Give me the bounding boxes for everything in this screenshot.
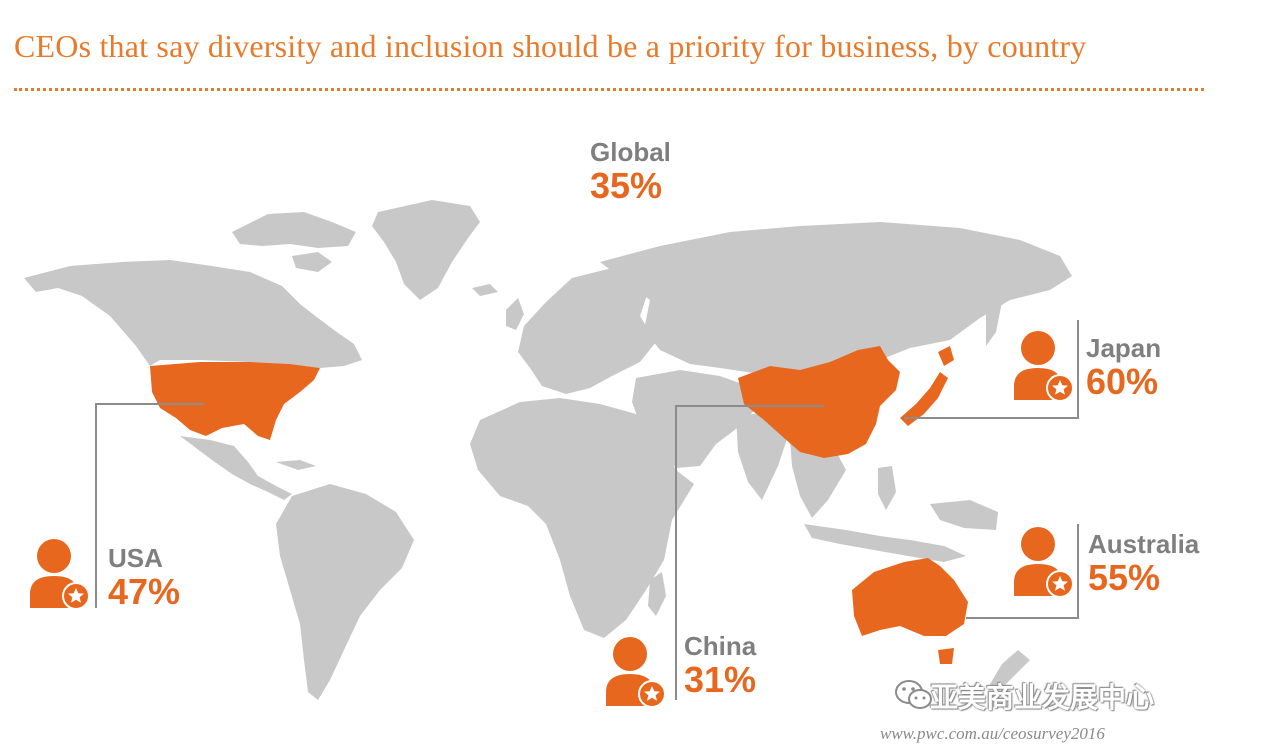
japan-value: 60% xyxy=(1086,361,1159,402)
source-url: www.pwc.com.au/ceosurvey2016 xyxy=(880,724,1105,743)
south-asia-shape xyxy=(736,412,790,500)
ceo-person-star-icon xyxy=(1014,527,1074,598)
chart-title: CEOs that say diversity and inclusion sh… xyxy=(14,28,1087,64)
australia-label: Australia 55% xyxy=(1088,530,1199,598)
ceo-person-star-icon xyxy=(606,637,666,708)
global-name: Global xyxy=(590,137,671,167)
usa-shape xyxy=(150,362,320,440)
africa-shape xyxy=(470,398,694,638)
ceo-person-star-icon xyxy=(30,539,90,610)
japan-label: Japan 60% xyxy=(1086,334,1161,402)
arctic-islands-shape xyxy=(232,212,356,248)
leader-lines xyxy=(95,320,1079,700)
world-land xyxy=(24,200,1072,700)
usa-name: USA xyxy=(108,543,163,573)
china-label: China 31% xyxy=(684,632,756,700)
usa-leader-line xyxy=(95,403,204,608)
watermark-brand: 亚美商业发展中心 xyxy=(930,682,1155,713)
tasmania-shape xyxy=(938,648,954,664)
central-america-shape xyxy=(180,436,292,500)
south-america-shape xyxy=(276,484,414,700)
australia-leader-line xyxy=(966,524,1079,619)
china-leader-line xyxy=(675,405,824,700)
japan-name: Japan xyxy=(1086,333,1162,363)
global-label: Global 35% xyxy=(590,138,671,206)
japan-shape xyxy=(900,372,948,426)
north-america-shape xyxy=(24,260,362,368)
greenland-shape xyxy=(372,200,480,300)
europe-shape xyxy=(518,262,656,394)
australia-value: 55% xyxy=(1088,557,1161,598)
ceo-person-star-icon xyxy=(1014,331,1074,402)
title-divider xyxy=(14,88,1204,91)
japan-leader-line xyxy=(904,320,1079,419)
russia-shape xyxy=(600,222,1072,378)
china-shape xyxy=(738,346,900,458)
usa-value: 47% xyxy=(108,571,181,612)
china-name: China xyxy=(684,631,757,661)
australia-name: Australia xyxy=(1088,529,1200,559)
middle-east-shape xyxy=(632,370,760,468)
china-value: 31% xyxy=(684,659,757,700)
highlighted-countries xyxy=(150,346,968,664)
new-zealand-shape xyxy=(990,650,1030,692)
global-value: 35% xyxy=(590,165,663,206)
wechat-icon xyxy=(895,680,932,709)
australia-shape xyxy=(852,558,968,636)
indonesia-shape xyxy=(804,524,966,562)
usa-label: USA 47% xyxy=(108,544,180,612)
